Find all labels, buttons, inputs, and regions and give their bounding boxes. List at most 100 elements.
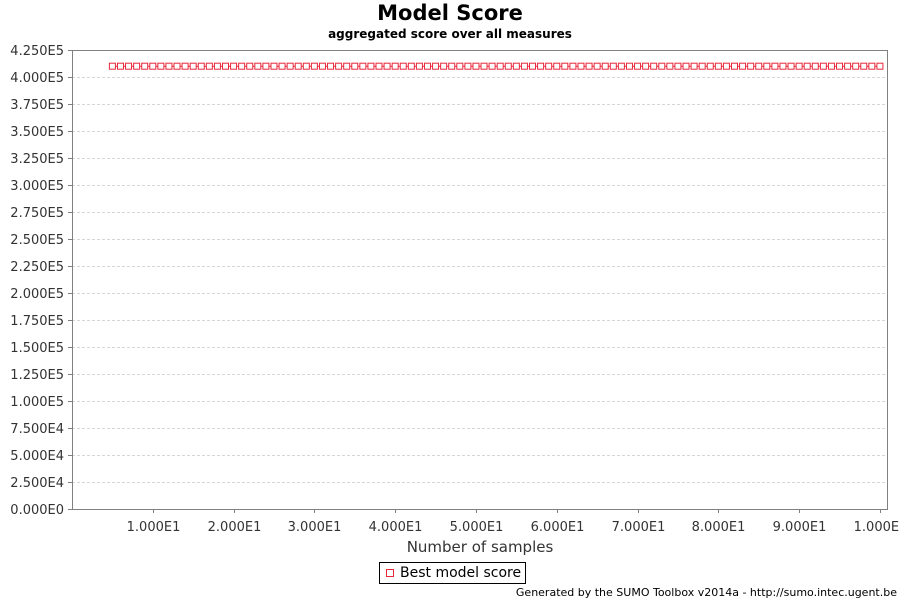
x-tick-label: 5.000E1	[450, 520, 504, 535]
data-point	[205, 62, 213, 70]
data-point	[286, 62, 294, 70]
data-point	[593, 62, 601, 70]
data-point	[181, 62, 189, 70]
data-point	[779, 62, 787, 70]
data-point	[383, 62, 391, 70]
data-point	[213, 62, 221, 70]
x-tick-label: 1.000E1	[127, 520, 181, 535]
data-point	[197, 62, 205, 70]
footer-credit: Generated by the SUMO Toolbox v2014a - h…	[515, 586, 897, 599]
data-point	[318, 62, 326, 70]
data-point	[811, 62, 819, 70]
data-point	[262, 62, 270, 70]
data-point	[327, 62, 335, 70]
plot-background	[72, 50, 888, 509]
data-point	[666, 62, 674, 70]
y-tick-label: 3.750E5	[10, 98, 64, 113]
data-point	[116, 62, 124, 70]
y-tick-label: 0.000E0	[10, 503, 64, 518]
plot-frame	[72, 50, 888, 510]
y-tick-label: 5.000E4	[10, 449, 64, 464]
data-point	[440, 62, 448, 70]
data-point	[601, 62, 609, 70]
data-point	[359, 62, 367, 70]
data-point	[795, 62, 803, 70]
data-point	[537, 62, 545, 70]
data-point	[415, 62, 423, 70]
y-tick-label: 1.500E5	[10, 341, 64, 356]
data-point	[423, 62, 431, 70]
data-point	[706, 62, 714, 70]
data-point	[561, 62, 569, 70]
data-point	[771, 62, 779, 70]
data-point	[819, 62, 827, 70]
data-point	[302, 62, 310, 70]
data-point	[868, 62, 876, 70]
x-axis-label: Number of samples	[407, 538, 554, 556]
data-point	[674, 62, 682, 70]
data-point	[609, 62, 617, 70]
data-point	[731, 62, 738, 70]
legend-label: Best model score	[400, 565, 522, 581]
data-point	[698, 62, 706, 70]
y-tick-label: 1.000E5	[10, 395, 64, 410]
x-tick-label: 9.000E1	[773, 520, 827, 535]
data-point	[133, 62, 141, 70]
x-tick-label: 6.000E1	[531, 520, 585, 535]
data-point	[157, 62, 165, 70]
data-point	[464, 62, 472, 70]
data-point	[803, 62, 811, 70]
data-point	[553, 62, 561, 70]
data-point	[343, 62, 351, 70]
data-point	[367, 62, 375, 70]
data-point	[496, 62, 504, 70]
legend: Best model score	[379, 562, 527, 584]
data-point	[238, 62, 246, 70]
data-point	[714, 62, 722, 70]
x-tick-label: 1.000E2	[854, 520, 900, 535]
y-tick-label: 2.500E4	[10, 476, 64, 491]
data-point	[755, 62, 763, 70]
data-point	[625, 62, 633, 70]
x-tick-label: 3.000E1	[288, 520, 342, 535]
chart-subtitle: aggregated score over all measures	[328, 27, 572, 41]
data-point	[520, 62, 528, 70]
data-point	[860, 62, 868, 70]
data-point	[739, 62, 747, 70]
data-point	[335, 62, 343, 70]
data-point	[658, 62, 666, 70]
data-point	[512, 62, 520, 70]
data-point	[278, 62, 286, 70]
series-best-model-score	[108, 62, 884, 70]
data-point	[294, 62, 302, 70]
data-point	[270, 62, 278, 70]
y-tick-label: 3.500E5	[10, 125, 64, 140]
y-tick-label: 2.000E5	[10, 287, 64, 302]
data-point	[472, 62, 480, 70]
data-point	[545, 62, 553, 70]
chart-title: Model Score	[377, 1, 523, 25]
data-point	[690, 62, 698, 70]
data-point	[375, 62, 383, 70]
data-point	[189, 62, 197, 70]
y-tick-label: 7.500E4	[10, 422, 64, 437]
data-point	[844, 62, 852, 70]
x-tick-label: 8.000E1	[692, 520, 746, 535]
data-point	[141, 62, 149, 70]
data-point	[852, 62, 860, 70]
data-point	[682, 62, 690, 70]
data-point	[529, 62, 537, 70]
legend-square-marker-icon	[383, 569, 397, 577]
data-point	[617, 62, 625, 70]
data-point	[488, 62, 496, 70]
data-point	[747, 62, 755, 70]
data-point	[108, 62, 116, 70]
data-point	[569, 62, 577, 70]
data-point	[351, 62, 359, 70]
y-tick-label: 2.750E5	[10, 206, 64, 221]
y-tick-label: 4.250E5	[10, 44, 64, 59]
y-tick-label: 2.500E5	[10, 233, 64, 248]
data-point	[634, 62, 642, 70]
data-point	[448, 62, 456, 70]
y-tick-label: 1.750E5	[10, 314, 64, 329]
